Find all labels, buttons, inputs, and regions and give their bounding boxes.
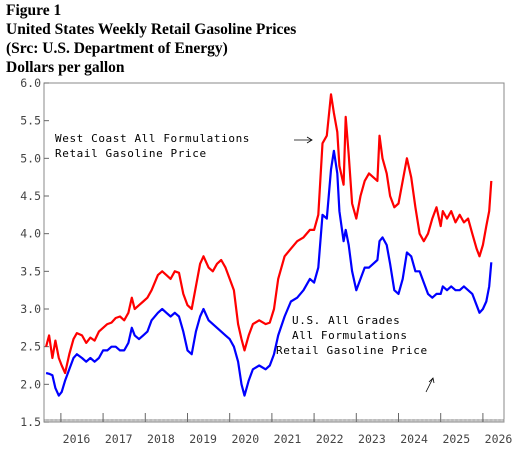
y-tick-label: 3.5	[20, 264, 41, 278]
us-arrow-icon	[425, 377, 435, 393]
us-label-line1: U.S. All Grades	[292, 314, 400, 327]
west-coast-price-line	[45, 93, 493, 375]
x-tick-label: 2022	[316, 432, 344, 446]
chart-source: (Src: U.S. Department of Energy)	[6, 40, 228, 57]
x-tick-label: 2019	[189, 432, 217, 446]
x-tick-label: 2020	[231, 432, 259, 446]
west-coast-label-line1: West Coast All Formulations	[55, 132, 250, 145]
west-coast-arrow-icon	[294, 136, 313, 144]
plot-frame	[43, 82, 505, 423]
figure-label: Figure 1	[6, 2, 62, 19]
y-tick-label: 1.5	[20, 415, 41, 429]
y-tick-label: 5.5	[20, 114, 41, 128]
x-tick-label: 2016	[63, 432, 91, 446]
annotation-layer: West Coast All Formulations Retail Gasol…	[55, 132, 435, 393]
us-label-line3: Retail Gasoline Price	[276, 344, 428, 357]
x-tick-label: 2024	[400, 432, 428, 446]
x-tick-label: 2018	[147, 432, 175, 446]
chart-title: United States Weekly Retail Gasoline Pri…	[6, 21, 297, 38]
x-tick-label: 2023	[358, 432, 386, 446]
figure-header: Figure 1 United States Weekly Retail Gas…	[6, 1, 296, 77]
x-tick-label: 2025	[442, 432, 470, 446]
chart-units: Dollars per gallon	[6, 59, 125, 76]
y-tick-label: 6.0	[20, 76, 41, 90]
y-tick-label: 4.0	[20, 227, 41, 241]
y-tick-label: 2.0	[20, 377, 41, 391]
chart-axes: 1.5 2.0 2.5 3.0 3.5 4.0 4.5 5.0 5.5 6.0 2016 2017 20…	[20, 76, 512, 446]
series-layer	[45, 93, 493, 397]
us-price-line	[45, 149, 493, 397]
y-tick-label: 4.5	[20, 189, 41, 203]
west-coast-label-line2: Retail Gasoline Price	[55, 147, 207, 160]
y-tick-label: 3.0	[20, 302, 41, 316]
x-tick-label: 2026	[485, 432, 513, 446]
us-label-line2: All Formulations	[292, 329, 408, 342]
x-tick-label: 2017	[105, 432, 133, 446]
y-tick-label: 2.5	[20, 340, 41, 354]
y-tick-label: 5.0	[20, 151, 41, 165]
x-tick-label: 2021	[274, 432, 302, 446]
